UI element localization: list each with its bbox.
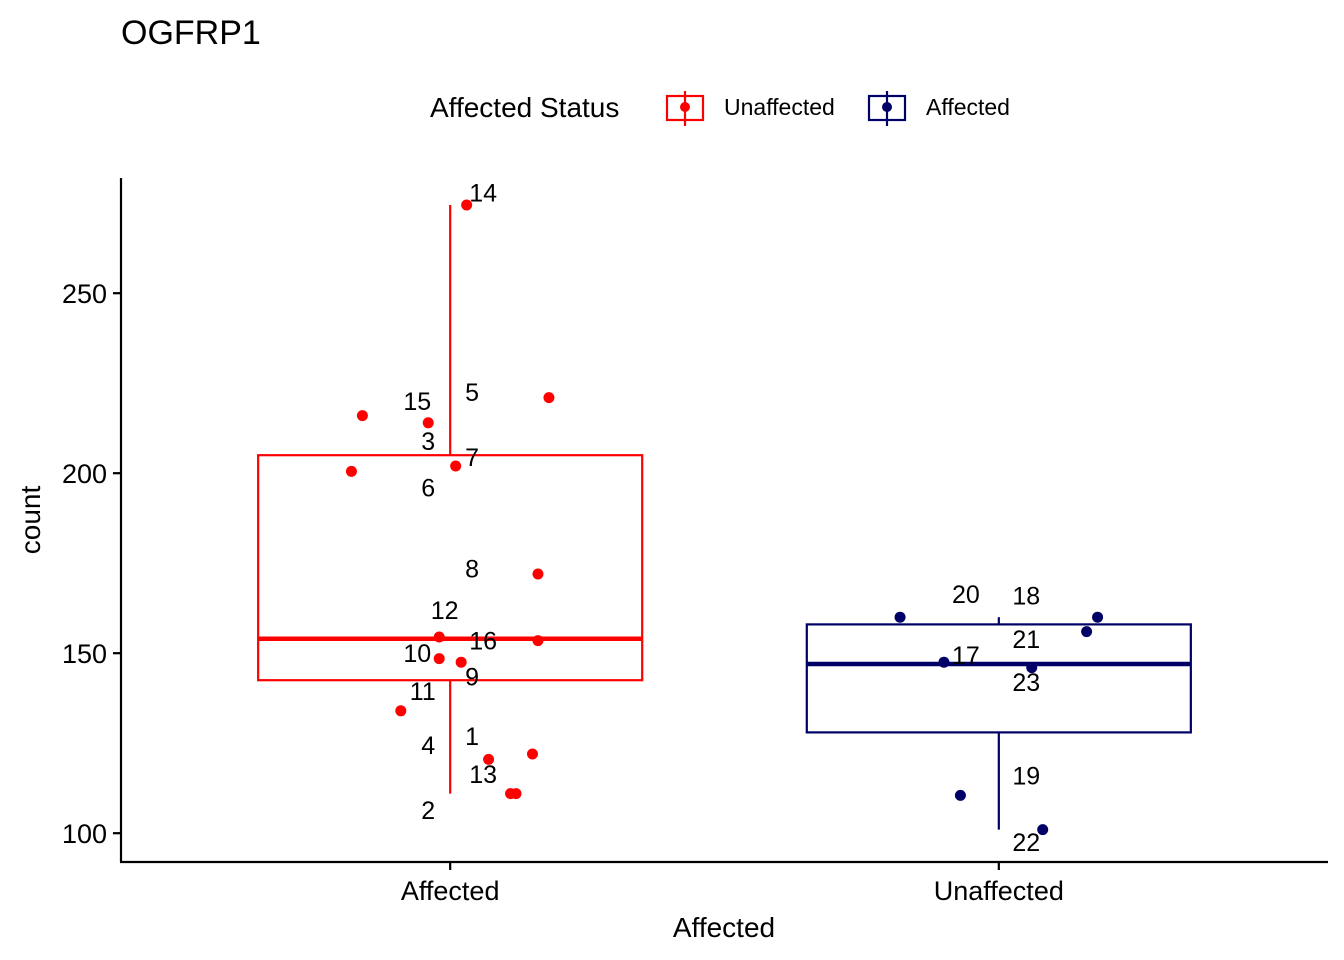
data-point-15	[356, 410, 368, 422]
x-ticks: Affected Unaffected	[401, 862, 1064, 906]
point-label-18: 18	[1012, 583, 1040, 611]
data-point-17	[938, 656, 950, 668]
chart-title: OGFRP1	[121, 14, 261, 52]
data-point-13	[510, 788, 522, 800]
box-rect	[805, 623, 1192, 734]
data-point-20	[894, 611, 906, 623]
data-point-19	[954, 789, 966, 801]
x-axis-title: Affected	[673, 912, 775, 943]
data-point-6	[345, 465, 357, 477]
legend-key-unaffected	[665, 91, 705, 126]
box-affected	[257, 205, 644, 794]
legend-key-affected	[867, 91, 907, 126]
x-tick-label: Unaffected	[934, 876, 1064, 906]
point-label-19: 19	[1012, 763, 1040, 791]
point-label-6: 6	[421, 475, 435, 503]
y-tick-label: 100	[62, 819, 107, 849]
point-label-7: 7	[465, 444, 479, 472]
data-point-7	[450, 460, 462, 472]
point-label-16: 16	[469, 628, 497, 656]
point-label-11: 11	[410, 678, 436, 706]
points	[345, 199, 1104, 836]
data-point-10	[433, 653, 445, 665]
axes	[119, 178, 1328, 864]
data-point-21	[1081, 626, 1093, 638]
point-label-4: 4	[421, 732, 435, 760]
x-tick-label: Affected	[401, 876, 500, 906]
legend: Affected Status Unaffected Affected	[430, 91, 1010, 126]
data-point-9	[455, 656, 467, 668]
data-point-14	[461, 199, 473, 211]
y-tick-label: 200	[62, 459, 107, 489]
point-label-21: 21	[1012, 626, 1040, 654]
data-point-22	[1037, 824, 1049, 836]
legend-title: Affected Status	[430, 92, 619, 123]
data-point-8	[532, 568, 544, 580]
point-label-10: 10	[403, 640, 431, 668]
y-ticks: 100 150 200 250	[62, 279, 121, 849]
point-label-12: 12	[431, 597, 459, 625]
data-point-11	[395, 705, 407, 717]
y-tick-label: 150	[62, 639, 107, 669]
data-point-5	[543, 392, 555, 404]
point-label-2: 2	[421, 797, 435, 825]
point-label-13: 13	[469, 761, 497, 789]
data-point-16	[532, 635, 544, 647]
y-tick-label: 250	[62, 279, 107, 309]
point-label-1: 1	[465, 723, 479, 751]
point-label-22: 22	[1012, 829, 1040, 857]
box-rect	[257, 454, 644, 682]
point-label-14: 14	[469, 179, 497, 207]
point-label-5: 5	[465, 379, 479, 407]
legend-label-unaffected: Unaffected	[724, 94, 835, 120]
legend-label-affected: Affected	[926, 94, 1010, 120]
boxes	[257, 205, 1192, 830]
data-point-18	[1092, 611, 1104, 623]
data-point-1	[483, 753, 495, 765]
point-label-9: 9	[465, 664, 479, 692]
point-label-15: 15	[403, 388, 431, 416]
point-label-20: 20	[952, 581, 980, 609]
point-label-23: 23	[1012, 669, 1040, 697]
data-point-4	[526, 748, 538, 760]
y-axis-title: count	[15, 486, 46, 555]
data-point-3	[422, 417, 434, 429]
point-label-17: 17	[952, 642, 980, 670]
box-unaffected	[805, 617, 1192, 830]
point-label-3: 3	[421, 428, 435, 456]
data-point-12	[433, 631, 445, 643]
point-label-8: 8	[465, 556, 479, 584]
data-point-23	[1026, 662, 1038, 674]
